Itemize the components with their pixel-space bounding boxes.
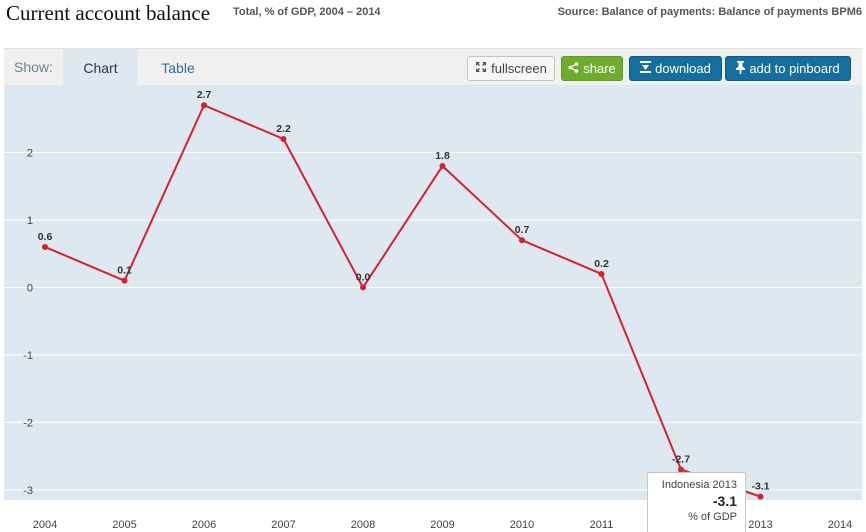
download-icon: [640, 61, 652, 76]
show-label: Show:: [14, 59, 53, 75]
share-label: share: [583, 61, 616, 76]
download-button[interactable]: download: [629, 56, 722, 81]
fullscreen-label: fullscreen: [491, 61, 547, 76]
x-tick-label: 2010: [510, 519, 534, 531]
chart-source: Source: Balance of payments: Balance of …: [557, 6, 862, 18]
y-tick-label: -2: [23, 417, 33, 429]
download-label: download: [655, 61, 711, 76]
data-point: [678, 466, 684, 473]
data-label: -3.1: [751, 481, 769, 493]
data-label: 2.7: [197, 89, 212, 101]
data-label: 2.2: [276, 123, 291, 135]
data-label: 0.0: [356, 271, 371, 283]
x-tick-label: 2004: [33, 519, 57, 531]
pinboard-label: add to pinboard: [749, 61, 840, 76]
data-point: [598, 270, 605, 277]
tab-chart[interactable]: Chart: [63, 49, 138, 86]
y-tick-label: 2: [27, 147, 33, 159]
chart-subtitle: Total, % of GDP, 2004 – 2014: [233, 6, 381, 18]
data-point: [439, 162, 446, 169]
data-tooltip: Indonesia 2013 -3.1 % of GDP: [647, 472, 746, 532]
share-icon: [568, 61, 579, 76]
x-tick-label: 2005: [112, 519, 136, 531]
data-point: [42, 243, 48, 250]
data-label: 0.1: [117, 265, 132, 277]
x-tick-label: 2014: [828, 519, 852, 531]
fullscreen-button[interactable]: fullscreen: [467, 56, 555, 81]
data-label: -2.7: [672, 454, 690, 466]
x-tick-label: 2008: [351, 519, 375, 531]
add-to-pinboard-button[interactable]: add to pinboard: [725, 56, 851, 81]
y-tick-label: 0: [27, 282, 33, 294]
data-point: [280, 135, 287, 142]
y-tick-label: -1: [23, 350, 33, 362]
data-label: 1.8: [435, 150, 450, 162]
data-point: [360, 284, 366, 291]
pin-icon: [736, 60, 746, 77]
data-label: 0.2: [594, 258, 609, 270]
data-point: [201, 102, 207, 109]
tooltip-unit: % of GDP: [688, 511, 737, 523]
share-button[interactable]: share: [561, 56, 623, 81]
tab-table[interactable]: Table: [161, 59, 195, 76]
fullscreen-icon: [475, 61, 487, 76]
chart-header: Current account balance Total, % of GDP,…: [0, 0, 866, 32]
tooltip-title: Indonesia 2013: [661, 479, 737, 491]
x-tick-label: 2007: [271, 519, 295, 531]
data-label: 0.7: [515, 224, 530, 236]
x-tick-label: 2013: [748, 519, 772, 531]
y-tick-label: 1: [27, 215, 33, 227]
x-tick-label: 2006: [192, 519, 216, 531]
chart-toolbar: Show: Chart Table fullscreen share downl…: [4, 48, 862, 86]
plot-area: [4, 85, 862, 500]
chart-title: Current account balance: [6, 1, 211, 25]
y-tick-label: -3: [23, 485, 33, 497]
data-point: [121, 277, 128, 284]
x-tick-label: 2009: [430, 519, 454, 531]
x-tick-label: 2011: [590, 519, 614, 531]
data-label: 0.6: [38, 231, 53, 243]
data-point: [519, 237, 525, 244]
data-point: [757, 493, 764, 500]
tooltip-value: -3.1: [712, 493, 737, 509]
series-line: [44, 104, 761, 498]
